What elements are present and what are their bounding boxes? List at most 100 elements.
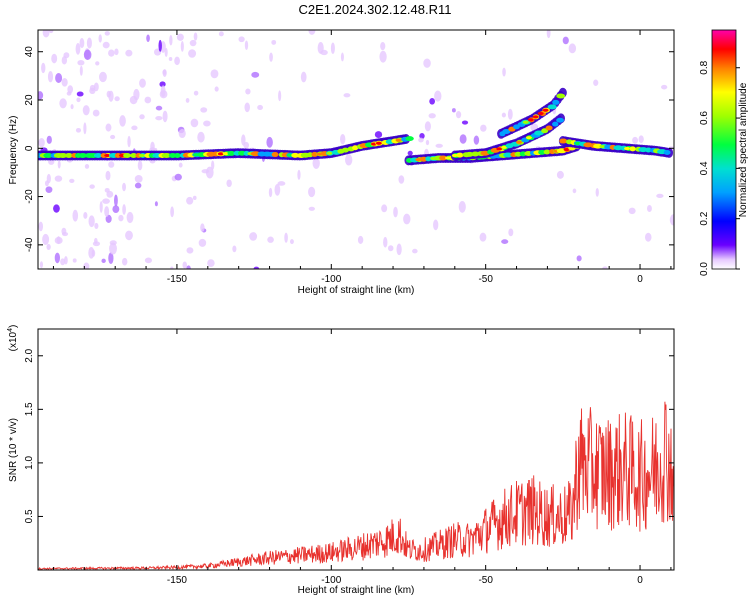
spectrogram-speckle (125, 230, 133, 241)
spectrogram-speckle (383, 236, 388, 248)
spectrogram-ridge-peak (104, 153, 111, 158)
spectrogram-speckle (593, 79, 599, 86)
spectrogram-speckle (139, 114, 145, 120)
spectrogram-speckle (109, 242, 117, 255)
spectrogram-speckle (159, 81, 166, 88)
spectrogram-speckle (55, 72, 63, 84)
spectrogram-marks (38, 30, 674, 269)
colorbar-tick-label: 0.8 (699, 60, 710, 74)
spectrogram-speckle (105, 170, 111, 181)
spectrogram-speckle (108, 161, 115, 168)
spectrogram-ridge-peak (326, 151, 333, 155)
spectrogram-speckle (297, 169, 301, 180)
spectrogram-ridge-core (502, 128, 511, 134)
spectrogram-speckle (278, 90, 282, 102)
spectrogram-speckle (380, 42, 386, 51)
snr-panel: -150 -100 -50 0 0.5 1.0 1.5 2.0 Height of stra… (7, 325, 675, 596)
spectrogram-speckle (501, 112, 506, 118)
spectrogram-ridge-core (547, 104, 557, 110)
spectrogram-x-tick-label: -100 (321, 274, 341, 285)
spectrogram-speckle (312, 157, 320, 169)
spectrogram-speckle (83, 122, 87, 135)
spectrogram-ridge-peak (217, 152, 224, 156)
spectrogram-speckle (93, 82, 99, 92)
spectrogram-speckle (628, 207, 636, 215)
spectrogram-speckle (83, 262, 90, 269)
spectrogram-ridge-core (552, 121, 559, 127)
spectrogram-speckle (205, 166, 214, 179)
spectrogram-speckle (77, 60, 85, 66)
spectrogram-speckle (60, 258, 66, 266)
spectrogram-speckle (284, 232, 288, 243)
spectrogram-speckle (473, 135, 480, 145)
spectrogram-ridge-core (556, 117, 564, 123)
spectrogram-speckle (91, 249, 96, 257)
spectrogram-speckle (656, 193, 664, 199)
spectrogram-speckle (602, 266, 608, 269)
snr-exponent-label: (x104) (7, 325, 19, 352)
colorbar-gradient (711, 29, 737, 270)
spectrogram-ridge-core (456, 152, 464, 158)
snr-x-tick-label: -150 (167, 575, 187, 586)
spectrogram-speckle (42, 30, 50, 38)
spectrogram-speckle (108, 252, 114, 265)
spectrogram-speckle (139, 78, 146, 88)
snr-frame (37, 328, 675, 571)
spectrogram-speckle (99, 71, 107, 83)
spectrogram-speckle (646, 204, 652, 213)
spectrogram-ridge-peak (415, 157, 422, 162)
spectrogram-speckle (95, 61, 100, 66)
spectrogram-speckle (451, 108, 456, 113)
spectrogram-speckle (193, 32, 198, 41)
spectrogram-speckle (48, 30, 54, 34)
spectrogram-speckle (38, 91, 44, 100)
spectrogram-speckle (249, 232, 258, 241)
spectrogram-speckle (320, 49, 328, 56)
spectrogram-speckle (92, 109, 100, 117)
spectrogram-y-tick-label: -40 (24, 237, 35, 252)
spectrogram-speckle (121, 257, 128, 266)
spectrogram-speckle (75, 42, 81, 55)
snr-series-line (38, 401, 674, 570)
spectrogram-speckle (435, 143, 443, 148)
spectrogram-speckle (72, 258, 77, 263)
spectrogram-speckle (266, 136, 273, 148)
spectrogram-ridge-peak (527, 118, 534, 122)
snr-x-ticks: -150 -100 -50 0 (52, 329, 672, 586)
figure-title: C2E1.2024.302.12.48.R11 (298, 2, 452, 17)
spectrogram-speckle (458, 200, 466, 213)
colorbar-tick-label: 0.0 (699, 262, 710, 276)
spectrogram-ridge-core (130, 153, 138, 159)
spectrogram-speckle (244, 40, 249, 51)
spectrogram-speckle (53, 204, 60, 213)
spectrogram-speckle (82, 105, 90, 116)
spectrogram-ridge-core (439, 155, 447, 161)
spectrogram-x-axis-label: Height of straight line (km) (298, 285, 415, 296)
spectrogram-speckle (54, 175, 63, 182)
spectrogram-speckle (412, 248, 418, 254)
spectrogram-panel: -150 -100 -50 0 -40 -20 0 20 40 Height of strai… (8, 29, 675, 296)
spectrogram-ridge-core (543, 149, 551, 155)
spectrogram-speckle (39, 261, 44, 269)
spectrogram-speckle (238, 36, 245, 43)
spectrogram-speckle (428, 113, 436, 119)
spectrogram-speckle (108, 49, 115, 57)
snr-y-axis-label: SNR (10 * v/v) (8, 418, 19, 482)
spectrogram-speckle (381, 204, 388, 213)
spectrogram-ridge-core (545, 125, 553, 131)
spectrogram-speckle (54, 252, 60, 264)
spectrogram-speckle (277, 181, 286, 186)
spectrogram-speckle (186, 196, 194, 205)
spectrogram-speckle (189, 39, 197, 47)
spectrogram-speckle (546, 30, 551, 39)
spectrogram-speckle (480, 124, 487, 132)
spectrogram-speckle (210, 69, 219, 79)
spectrogram-ridge-core (503, 152, 513, 158)
spectrogram-speckle (343, 93, 351, 98)
spectrogram-ridge-core (311, 151, 318, 157)
spectrogram-ridge-peak (516, 140, 523, 144)
snr-x-tick-label: -50 (478, 575, 493, 586)
spectrogram-speckle (340, 133, 346, 145)
spectrogram-ridge-core (161, 153, 172, 159)
spectrogram-speckle (176, 33, 184, 41)
